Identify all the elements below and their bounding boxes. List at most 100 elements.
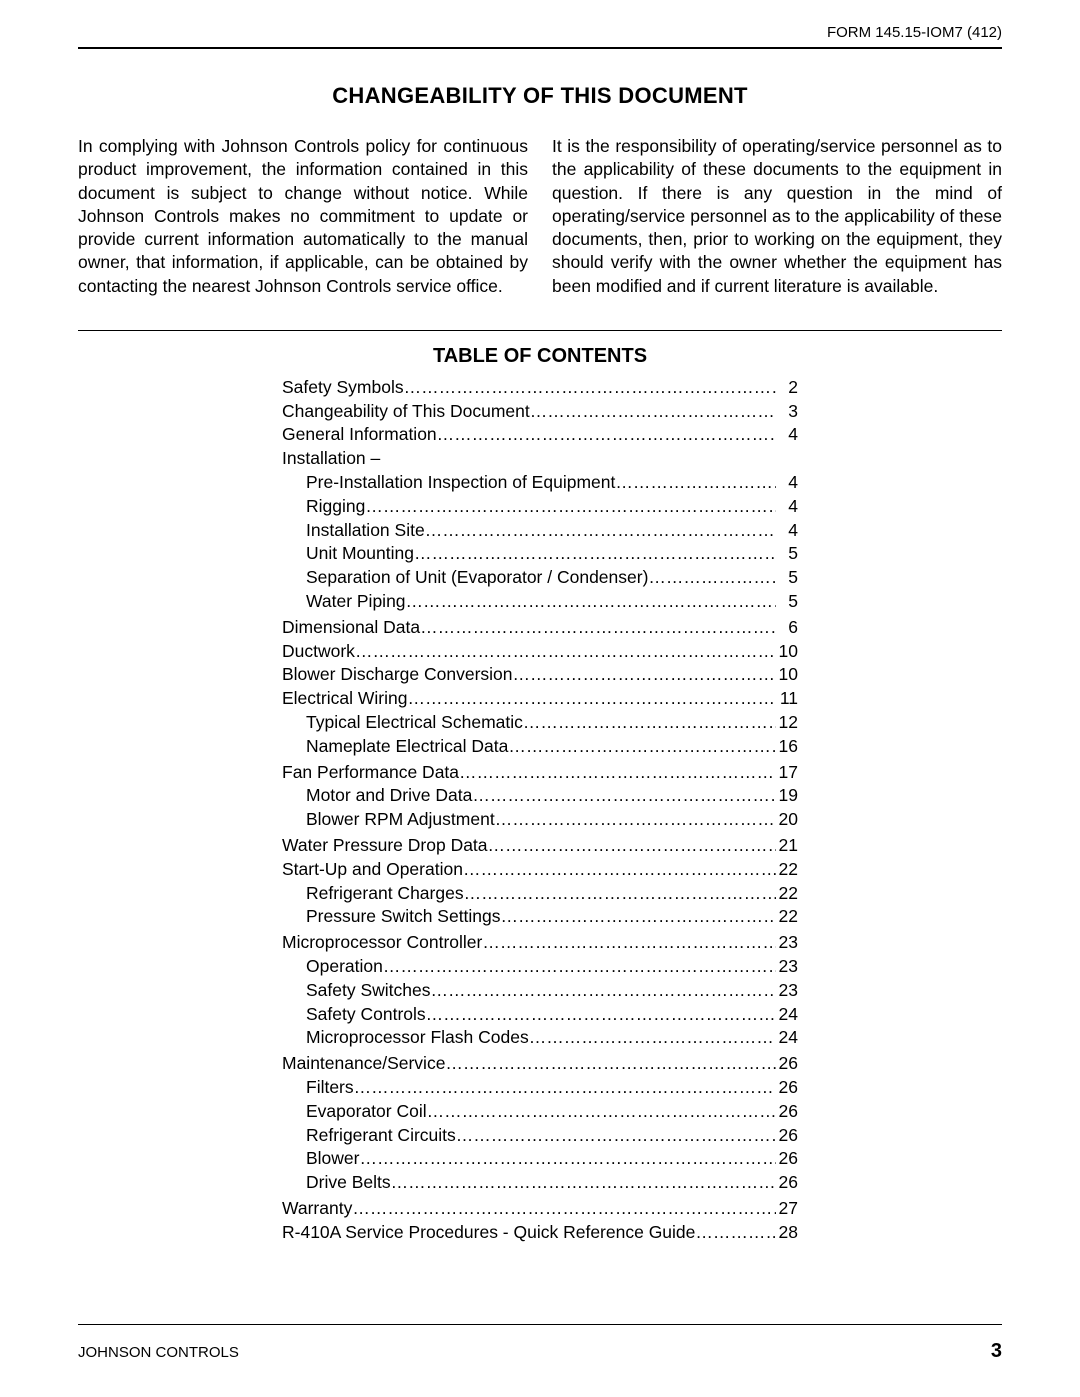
toc-leader-dots [463,858,776,882]
toc-row: Operation 23 [282,955,798,979]
toc-row: Electrical Wiring11 [282,687,798,711]
toc-row: Nameplate Electrical Data16 [282,735,798,759]
toc-row: Changeability of This Document 3 [282,400,798,424]
toc-page-number: 21 [776,834,798,858]
toc-row: Safety Symbols2 [282,376,798,400]
toc-page-number: 5 [776,566,798,590]
toc-row: Refrigerant Circuits26 [282,1124,798,1148]
toc-page-number: 4 [776,471,798,495]
toc-leader-dots [456,1124,776,1148]
toc-leader-dots [360,1147,777,1171]
toc-label: Safety Switches [306,979,431,1003]
toc-leader-dots [523,711,776,735]
toc-leader-dots [420,616,776,640]
toc-page-number: 22 [776,905,798,929]
toc-row: Pressure Switch Settings 22 [282,905,798,929]
toc-page-number: 26 [776,1076,798,1100]
toc-leader-dots [615,471,776,495]
toc-label: Microprocessor Controller [282,931,482,955]
toc-page-number: 23 [776,955,798,979]
toc-label: Operation [306,955,383,979]
toc-page-number: 26 [776,1147,798,1171]
toc-row: Water Piping 5 [282,590,798,614]
toc-label: Installation Site [306,519,425,543]
toc-row: R-410A Service Procedures - Quick Refere… [282,1221,798,1245]
toc-label: Typical Electrical Schematic [306,711,523,735]
toc-row: Fan Performance Data17 [282,761,798,785]
toc-label: Ductwork [282,640,355,664]
toc-label: Water Piping [306,590,406,614]
toc-label: Pressure Switch Settings [306,905,501,929]
toc-row: Blower Discharge Conversion 10 [282,663,798,687]
toc-leader-dots [352,1197,776,1221]
toc-row: Blower26 [282,1147,798,1171]
toc-leader-dots [407,687,776,711]
toc-label: Safety Symbols [282,376,404,400]
toc-leader-dots [695,1221,776,1245]
toc-leader-dots [406,590,776,614]
toc-page-number: 26 [776,1052,798,1076]
toc-leader-dots [648,566,776,590]
toc-page-number: 5 [776,590,798,614]
toc-row: General Information4 [282,423,798,447]
toc-page-number: 20 [776,808,798,832]
toc-row: Safety Controls24 [282,1003,798,1027]
toc-page-number: 10 [776,640,798,664]
toc-leader-dots [472,784,776,808]
toc-page-number: 23 [776,979,798,1003]
toc-row: Motor and Drive Data19 [282,784,798,808]
toc-leader-dots [354,1076,776,1100]
toc-page-number: 22 [776,858,798,882]
toc-row: Rigging4 [282,495,798,519]
toc-label: Pre-Installation Inspection of Equipment [306,471,615,495]
toc-leader-dots [495,808,776,832]
footer: JOHNSON CONTROLS 3 [78,1340,1002,1363]
toc-row: Water Pressure Drop Data 21 [282,834,798,858]
body-columns: In complying with Johnson Controls polic… [78,135,1002,298]
toc-label: Motor and Drive Data [306,784,472,808]
toc-leader-dots [530,400,776,424]
toc-label: Electrical Wiring [282,687,407,711]
toc-row: Dimensional Data 6 [282,616,798,640]
toc-leader-dots [501,905,776,929]
toc-label: Evaporator Coil [306,1100,427,1124]
toc-page-number: 27 [776,1197,798,1221]
heading-changeability: CHANGEABILITY OF THIS DOCUMENT [78,83,1002,109]
toc-label: Blower RPM Adjustment [306,808,495,832]
toc-row: Unit Mounting 5 [282,542,798,566]
toc-row: Refrigerant Charges22 [282,882,798,906]
toc-label: General Information [282,423,437,447]
toc-label: Installation – [282,447,380,471]
toc-page-number: 16 [776,735,798,759]
toc-label: Unit Mounting [306,542,414,566]
toc-leader-dots [437,423,776,447]
toc-label: Blower Discharge Conversion [282,663,513,687]
toc-leader-dots [427,1100,776,1124]
toc-label: Changeability of This Document [282,400,530,424]
toc-page-number: 10 [776,663,798,687]
toc-label: Separation of Unit (Evaporator / Condens… [306,566,648,590]
bottom-rule-wrap [78,1324,1002,1325]
toc-label: Warranty [282,1197,352,1221]
toc-page-number: 3 [776,400,798,424]
toc-label: Safety Controls [306,1003,426,1027]
toc-label: Water Pressure Drop Data [282,834,488,858]
toc-row: Safety Switches 23 [282,979,798,1003]
toc-label: Refrigerant Circuits [306,1124,456,1148]
toc-leader-dots [414,542,776,566]
toc-row: Blower RPM Adjustment 20 [282,808,798,832]
body-column-right: It is the responsibility of operating/se… [552,135,1002,298]
toc-leader-dots [431,979,777,1003]
toc-row: Filters 26 [282,1076,798,1100]
toc-page-number: 5 [776,542,798,566]
toc-leader-dots [355,640,776,664]
toc-row: Start-Up and Operation22 [282,858,798,882]
toc-row: Maintenance/Service26 [282,1052,798,1076]
toc-label: Refrigerant Charges [306,882,464,906]
toc-page-number: 6 [776,616,798,640]
toc-row: Microprocessor Controller23 [282,931,798,955]
toc-label: Dimensional Data [282,616,420,640]
toc-leader-dots [404,376,776,400]
toc-label: Filters [306,1076,354,1100]
toc-leader-dots [464,882,776,906]
